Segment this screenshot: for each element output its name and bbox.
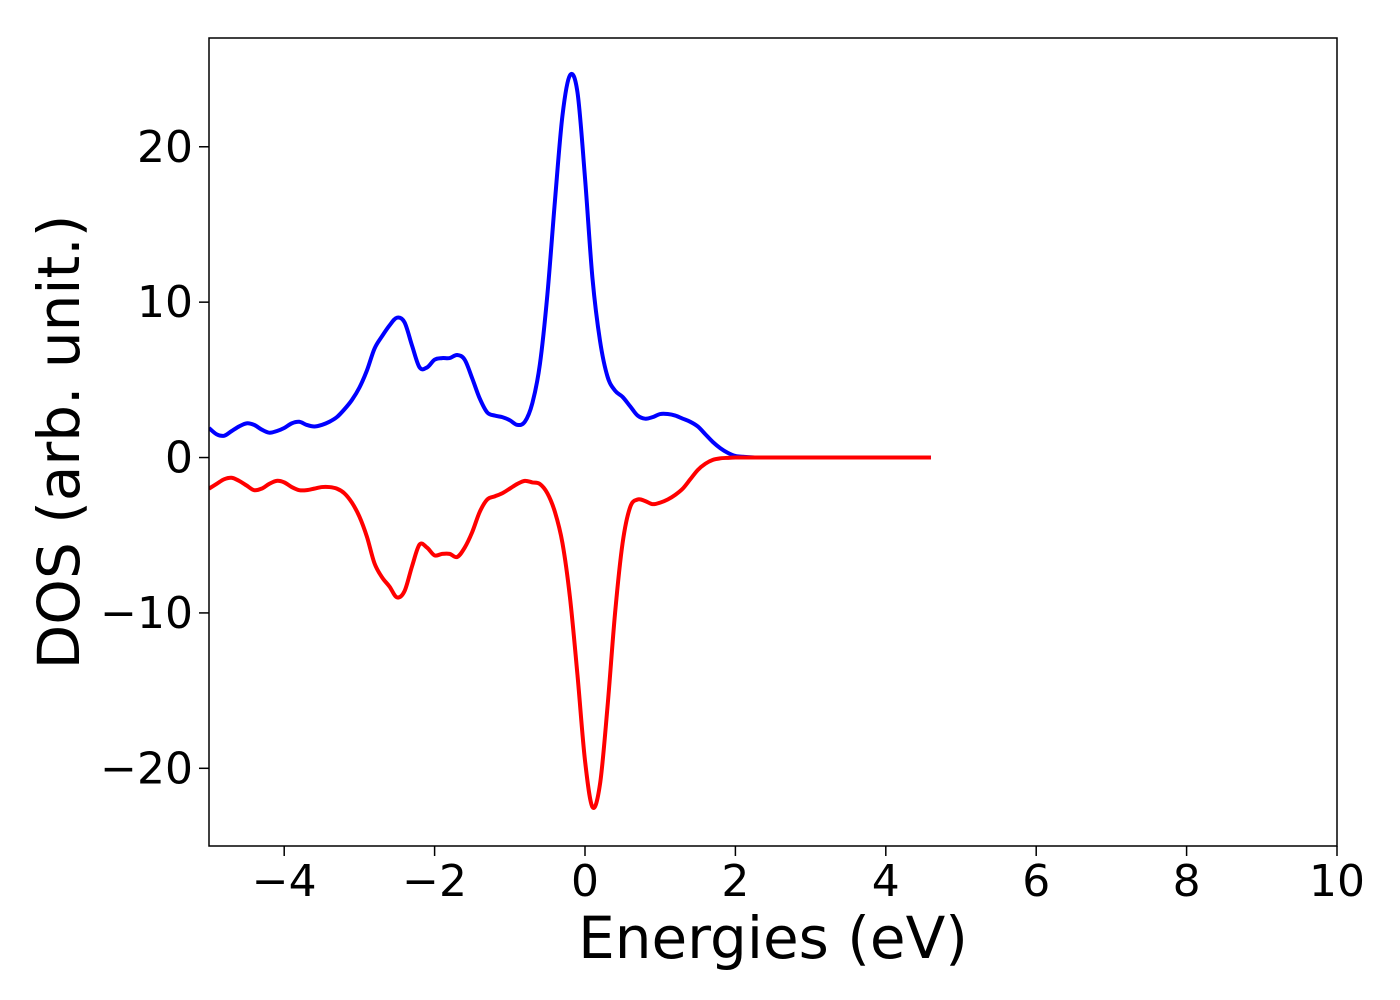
- x-axis-ticks: −4 −2 0 2 4 6 8 10: [252, 846, 1365, 907]
- x-tick-label: 0: [571, 856, 599, 907]
- x-tick-label: 2: [721, 856, 749, 907]
- x-tick-label: 8: [1173, 856, 1201, 907]
- spin-down-dos-line: [209, 455, 931, 810]
- x-tick-label: 4: [872, 856, 900, 907]
- y-tick-label: −20: [100, 743, 193, 794]
- x-tick-label: 10: [1309, 856, 1365, 907]
- x-tick-label: 6: [1022, 856, 1050, 907]
- y-tick-label: −10: [100, 588, 193, 639]
- y-tick-label: 20: [137, 122, 193, 173]
- y-axis-ticks: −20 −10 0 10 20: [100, 122, 209, 794]
- plot-area-frame: [208, 37, 1338, 847]
- spin-up-dos-line: [209, 71, 931, 460]
- x-tick-label: −2: [402, 856, 467, 907]
- series-layer: [209, 71, 931, 810]
- y-tick-label: 10: [137, 277, 193, 328]
- x-axis-label: Energies (eV): [578, 904, 968, 972]
- y-tick-label: 0: [165, 433, 193, 484]
- x-tick-label: −4: [252, 856, 317, 907]
- y-axis-label: DOS (arb. unit.): [25, 215, 93, 670]
